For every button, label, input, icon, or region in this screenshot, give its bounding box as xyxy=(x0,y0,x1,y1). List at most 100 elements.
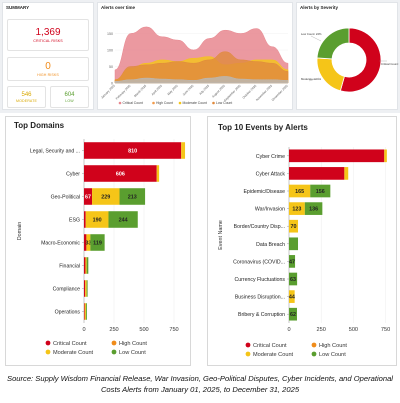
critical-kpi[interactable]: 1,369 CRITICAL RISKS xyxy=(7,19,89,51)
category-label: Financial xyxy=(59,264,80,270)
alerts-over-time-chart: 0 50 100 150 January 2025 February 2025 March … xyxy=(100,26,289,105)
top-events-title: Top 10 Events by Alerts xyxy=(218,123,308,132)
bar-data-label: 63 xyxy=(290,277,296,283)
legend-label: High Count xyxy=(156,101,173,105)
legend-marker xyxy=(118,101,122,105)
alerts-over-time-title: Alerts over time xyxy=(101,5,136,10)
legend-label: Moderate Count xyxy=(253,352,294,358)
x-tick-label: 250 xyxy=(317,327,326,333)
legend-marker xyxy=(245,342,251,348)
category-label: War/Invasion xyxy=(255,207,285,213)
category-label: Business Disruption... xyxy=(235,295,285,301)
alerts-by-severity-title: Alerts by Severity xyxy=(300,5,339,10)
legend-label: Critical Count xyxy=(53,341,87,347)
legend-marker xyxy=(111,340,117,346)
category-label: Legal, Security and ... xyxy=(30,149,80,155)
bar-3 xyxy=(289,307,297,321)
bar-3 xyxy=(119,188,146,205)
legend-marker xyxy=(152,101,155,105)
bar-2 xyxy=(86,234,91,251)
bar-data-label: 123 xyxy=(292,207,301,213)
high-value: 0 xyxy=(45,61,51,72)
bar-0 xyxy=(289,167,345,180)
legend-label: Low Count xyxy=(216,101,232,105)
pie-slice-1 xyxy=(316,57,345,92)
bar-data-label: 606 xyxy=(116,172,125,178)
bar-3 xyxy=(86,280,88,297)
legend-marker xyxy=(111,349,117,355)
category-label: Cyber xyxy=(66,172,80,178)
legend-marker xyxy=(212,101,215,105)
y-tick-label: 150 xyxy=(107,32,113,36)
bar-0 xyxy=(84,280,86,297)
bar-0 xyxy=(84,211,86,228)
bar-data-label: 70 xyxy=(291,224,297,230)
summary-title: SUMMARY xyxy=(6,5,30,10)
high-label: HIGH RISKS xyxy=(37,73,59,77)
bar-2 xyxy=(289,290,295,303)
legend-marker xyxy=(45,340,51,346)
bar-0 xyxy=(84,142,182,159)
legend-marker xyxy=(45,349,51,355)
x-tick-label: January 2025 xyxy=(100,84,116,100)
legend-label: High Count xyxy=(119,341,147,347)
bar-data-label: 156 xyxy=(316,189,325,195)
bar-data-label: 33 xyxy=(85,241,91,247)
category-label: ESG xyxy=(69,218,80,224)
bar-3 xyxy=(108,211,138,228)
y-tick-label: 100 xyxy=(107,48,113,52)
bar-2 xyxy=(85,257,87,274)
category-label: Data Breach xyxy=(256,242,285,248)
x-tick-label: September 2025 xyxy=(223,84,242,103)
critical-value: 1,369 xyxy=(35,27,61,38)
y-tick-label: 50 xyxy=(109,65,113,69)
moderate-kpi[interactable]: 546 MODERATE xyxy=(7,86,46,108)
low-kpi[interactable]: 604 LOW xyxy=(50,86,89,108)
bar-2 xyxy=(289,184,311,198)
low-label: LOW xyxy=(65,99,74,103)
low-value: 604 xyxy=(64,92,75,98)
x-tick-label: October 2025 xyxy=(242,84,258,100)
bar-0 xyxy=(84,234,87,251)
alerts-by-severity-panel: Alerts by Severity Critical Count: 50% Mo… xyxy=(296,2,399,110)
top-events-chart: 0 250 500 750 Cyber Crime Cyber Attack Epidemi… xyxy=(218,147,390,358)
bar-2 xyxy=(156,165,160,182)
x-tick-label: 0 xyxy=(82,327,85,333)
moderate-label: MODERATE xyxy=(16,99,37,103)
bar-3 xyxy=(289,255,296,268)
area-series-3 xyxy=(114,51,289,84)
bar-data-label: 165 xyxy=(295,189,304,195)
category-label: Cyber Crime xyxy=(256,154,285,160)
x-tick-label: June 2025 xyxy=(182,84,195,97)
x-tick-label: 500 xyxy=(349,327,358,333)
area-series-4 xyxy=(114,76,289,84)
category-label: Cyber Attack xyxy=(256,171,286,177)
x-tick-label: 0 xyxy=(287,327,290,333)
bar-3 xyxy=(304,202,323,215)
legend-marker xyxy=(311,342,317,348)
legend-marker xyxy=(245,351,251,357)
x-tick-label: April 2025 xyxy=(151,84,164,97)
bar-data-label: 136 xyxy=(309,207,318,213)
bar-data-label: 213 xyxy=(128,195,137,201)
bar-3 xyxy=(86,257,89,274)
bar-data-label: 119 xyxy=(93,241,102,247)
pie-slice-2 xyxy=(316,27,350,60)
legend-label: Moderate Count xyxy=(53,350,94,356)
bar-2 xyxy=(92,188,120,205)
alerts-over-time-panel: Alerts over time 0 50 100 150 January 2025 Fe… xyxy=(97,2,293,110)
bar-data-label: 244 xyxy=(119,218,128,224)
y-axis-title: Domain xyxy=(17,222,23,241)
bar-2 xyxy=(289,202,305,215)
category-label: Operations xyxy=(55,310,81,316)
bar-3 xyxy=(310,184,331,198)
bar-2 xyxy=(344,167,349,180)
x-tick-label: May 2025 xyxy=(166,84,178,96)
category-label: Macro-Economic xyxy=(41,241,80,247)
category-label: Compliance xyxy=(53,287,81,293)
bar-3 xyxy=(90,234,105,251)
category-label: Bribery & Corruption xyxy=(238,312,285,318)
high-kpi[interactable]: 0 HIGH RISKS xyxy=(7,57,89,81)
bar-data-label: 44 xyxy=(289,295,295,301)
